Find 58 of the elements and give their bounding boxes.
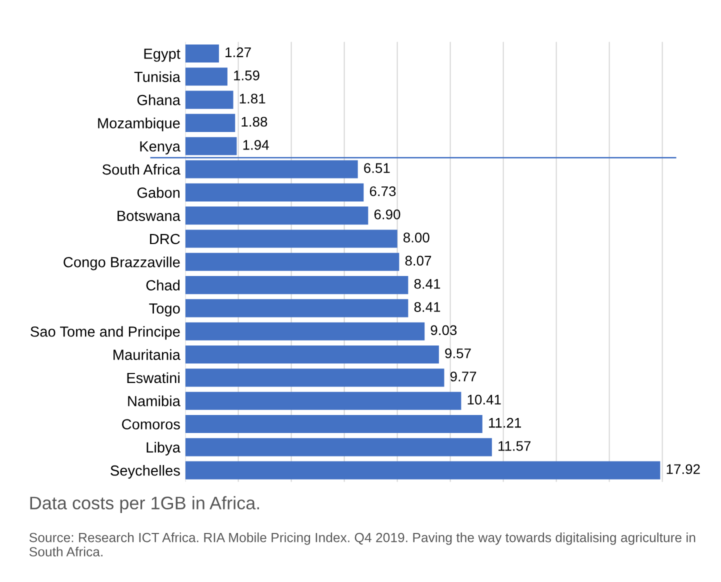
text: Data costs per 1GB in Africa. (30, 496, 260, 513)
data-label: 11.57 (498, 441, 531, 451)
bar (185, 461, 660, 480)
data-label: 10.41 (468, 394, 501, 405)
data-label: 17.92 (666, 464, 700, 474)
y-tick-label: DRC (150, 234, 180, 244)
y-tick-label: Comoros (122, 419, 180, 430)
bar (185, 368, 444, 387)
bar (185, 276, 408, 294)
source-note: Source: Research ICT Africa. RIA Mobile Pricing Index. Q4 2019. Paving the way towards digitalising agriculture in South Africa. (29, 532, 696, 556)
y-tick-label: Mauritania (114, 349, 180, 360)
data-label: 8.07 (405, 256, 432, 266)
y-tick-label: Botswana (118, 210, 180, 222)
bar (185, 114, 236, 132)
bar (185, 90, 234, 109)
y-tick-label: Eswatini (127, 372, 180, 384)
y-tick-label: Kenya (140, 141, 180, 154)
y-tick-label: Tunisia (134, 71, 180, 82)
bar (185, 183, 364, 202)
bar (185, 392, 462, 410)
y-tick-label: Egypt (144, 48, 180, 62)
bar (185, 137, 237, 156)
bar (185, 230, 398, 248)
bar (185, 206, 368, 225)
bar (185, 252, 400, 271)
y-tick-label: Seychelles (110, 465, 180, 479)
data-label: 1.88 (242, 116, 268, 127)
data-label: 9.57 (445, 348, 471, 358)
data-label: 8.00 (403, 232, 430, 242)
y-tick-label: Mozambique (98, 118, 180, 132)
data-label: 1.59 (234, 70, 260, 80)
data-label: 6.73 (370, 186, 396, 196)
data-label: 1.27 (226, 47, 251, 58)
bar (185, 438, 492, 456)
y-tick-label: Togo (149, 303, 180, 317)
y-tick-label: Gabon (137, 187, 180, 198)
data-label: 8.41 (414, 302, 440, 312)
data-label: 1.81 (240, 94, 266, 104)
data-label: 8.41 (414, 278, 440, 289)
bar (185, 68, 228, 86)
y-tick-label: South Africa (102, 164, 180, 175)
data-label: 9.03 (430, 325, 457, 336)
y-tick-label: Ghana (137, 94, 180, 106)
y-tick-label: Namibia (128, 396, 180, 406)
bar (185, 346, 439, 364)
bar (185, 44, 219, 63)
y-tick-label: Sao Tome and Principe (30, 326, 180, 340)
data-label: 1.94 (243, 140, 269, 150)
bar (185, 322, 425, 340)
bar (185, 299, 408, 318)
data-label: 6.51 (364, 163, 390, 173)
y-tick-label: Congo Brazzaville (64, 256, 180, 270)
data-label: 11.21 (488, 418, 521, 428)
y-tick-label: Libya (146, 442, 180, 456)
data-label: 9.77 (450, 372, 476, 382)
bar (185, 414, 482, 434)
data-label: 6.90 (374, 209, 400, 220)
y-tick-label: Chad (146, 280, 180, 290)
